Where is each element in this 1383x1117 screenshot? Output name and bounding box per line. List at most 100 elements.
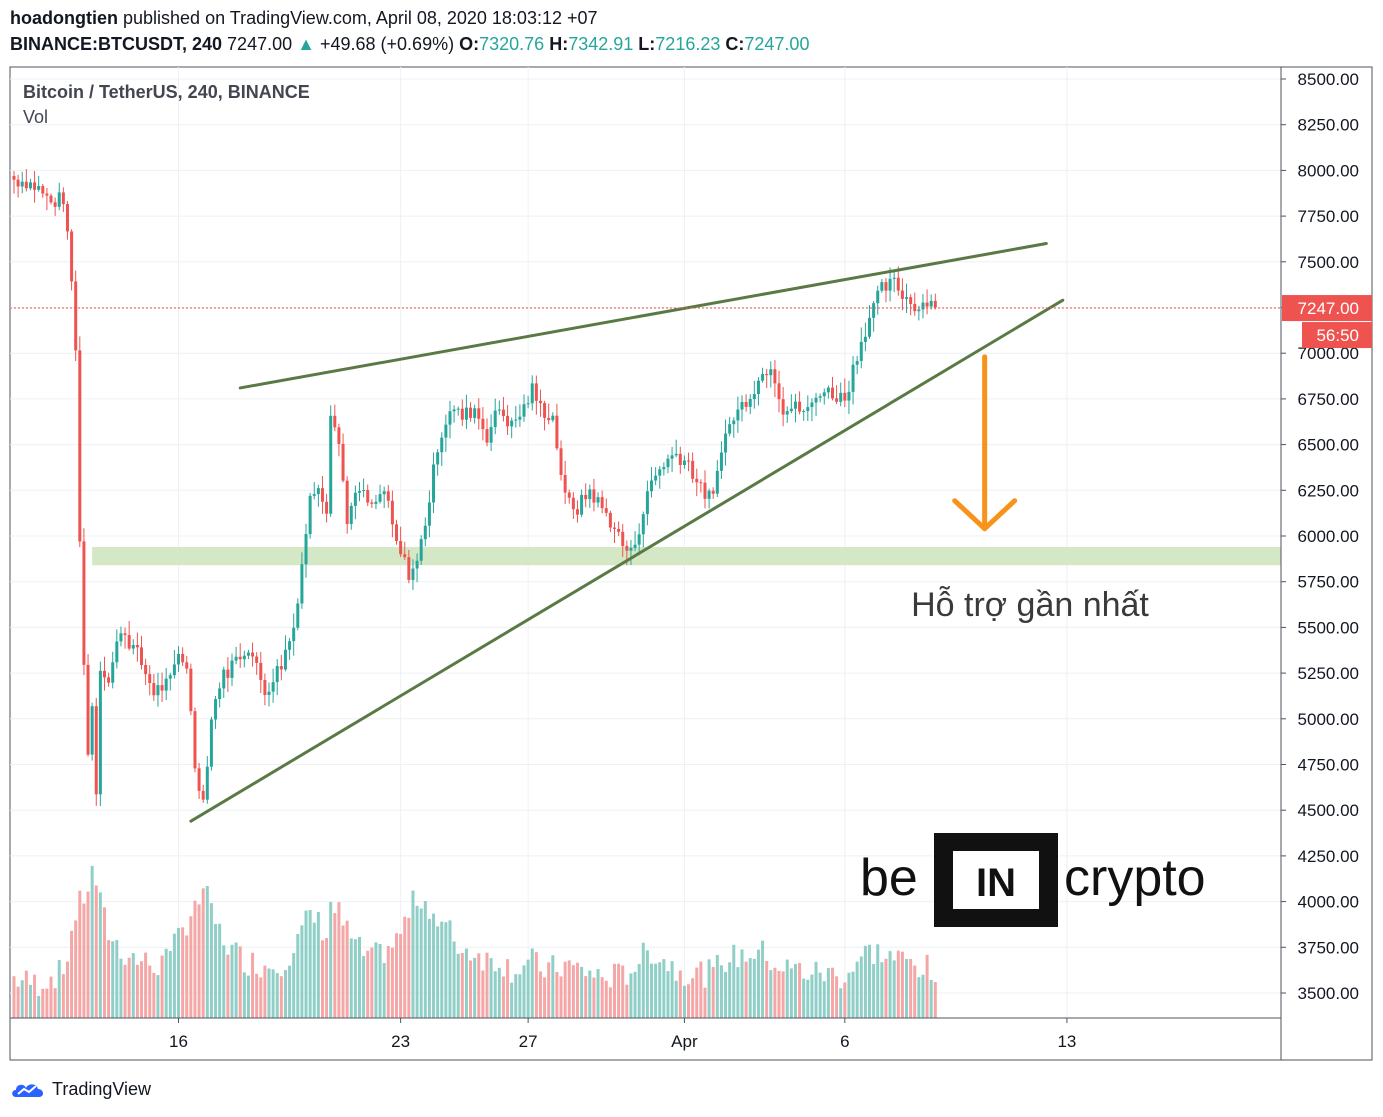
candle-body [288, 641, 292, 650]
candle-body [596, 497, 600, 503]
symbol-label: BINANCE:BTCUSDT, 240 [10, 34, 223, 54]
volume-bar [658, 962, 662, 1018]
candle-body [333, 415, 337, 428]
volume-bar [818, 972, 822, 1018]
volume-bar [563, 961, 567, 1018]
x-tick-label: Apr [671, 1032, 698, 1051]
volume-bar [230, 944, 234, 1018]
volume-bar [82, 903, 86, 1018]
volume-bar [271, 969, 275, 1018]
volume-bar [592, 977, 596, 1018]
candle-body [185, 662, 189, 669]
candle-body [654, 475, 658, 481]
candle-body [267, 691, 271, 696]
candle-body [707, 490, 711, 499]
candle-body [547, 417, 551, 421]
volume-bar [296, 933, 300, 1018]
volume-bar [687, 984, 691, 1018]
volume-bar [567, 960, 571, 1018]
candle-body [452, 409, 456, 412]
candle-body [234, 656, 238, 661]
beincrypto-logo: be IN crypto [860, 833, 1206, 927]
close-label: C: [725, 34, 745, 54]
legend-title: Bitcoin / TetherUS, 240, BINANCE [23, 82, 310, 102]
volume-bar [119, 958, 123, 1018]
high-label: H: [549, 34, 569, 54]
candle-body [868, 317, 872, 337]
volume-bar [148, 965, 152, 1018]
candle-body [349, 505, 353, 524]
candle-body [810, 402, 814, 408]
volume-bar [193, 900, 197, 1018]
candlesticks[interactable] [12, 169, 937, 807]
candle-body [872, 303, 876, 318]
volume-bar [283, 970, 287, 1018]
volume-bar [111, 941, 115, 1018]
candle-body [559, 448, 563, 475]
volume-bar [94, 885, 98, 1018]
candle-body [111, 662, 115, 683]
candle-body [633, 544, 637, 548]
candle-body [538, 400, 542, 404]
volume-bar [522, 965, 526, 1018]
volume-bar [267, 968, 271, 1018]
volume-bar [308, 909, 312, 1018]
volume-bar [242, 972, 246, 1018]
volume-bar [900, 951, 904, 1018]
candle-body [629, 547, 633, 551]
y-tick-label: 4500.00 [1298, 801, 1359, 820]
candle-body [637, 534, 641, 545]
volume-bar [691, 978, 695, 1018]
volume-bar [802, 978, 806, 1018]
y-tick-label: 6000.00 [1298, 527, 1359, 546]
candle-body [45, 193, 49, 196]
candle-body [802, 411, 806, 413]
volume-bar [843, 982, 847, 1018]
candle-body [78, 350, 82, 542]
volume-bar [218, 923, 222, 1018]
volume-bar [785, 959, 789, 1018]
candle-body [70, 231, 74, 282]
time-axis[interactable]: 16 23 27 Apr 6 13 [169, 1018, 1076, 1051]
candle-body [814, 397, 818, 403]
volume-bar [353, 939, 357, 1018]
y-tick-label: 5250.00 [1298, 664, 1359, 683]
volume-bar [341, 925, 345, 1018]
y-tick-label: 3750.00 [1298, 938, 1359, 957]
volume-bar [78, 890, 82, 1018]
volume-bar [49, 976, 53, 1018]
volume-bar [28, 984, 32, 1018]
volume-bar [526, 959, 530, 1018]
candle-body [876, 290, 880, 304]
author-name[interactable]: hoadongtien [10, 8, 118, 28]
volume-bar [366, 950, 370, 1018]
candle-body [407, 557, 411, 580]
volume-bar [884, 958, 888, 1018]
volume-bar [830, 967, 834, 1018]
volume-bar [456, 953, 460, 1018]
candle-body [798, 401, 802, 412]
price-axis[interactable]: 8500.008250.008000.007750.007500.007250.… [1281, 70, 1359, 1003]
volume-bar [637, 964, 641, 1018]
candle-body [719, 452, 723, 471]
candle-body [131, 644, 135, 649]
candle-body [818, 396, 822, 398]
candle-body [506, 415, 510, 427]
volume-bar [251, 952, 255, 1018]
volume-bar [357, 936, 361, 1018]
volume-bar [320, 940, 324, 1018]
volume-bar [896, 950, 900, 1018]
volume-bar [209, 903, 213, 1018]
candle-body [460, 408, 464, 420]
volume-bar [806, 979, 810, 1018]
volume-bar [464, 948, 468, 1018]
candle-body [300, 564, 304, 604]
tradingview-cloud-icon [12, 1084, 44, 1097]
tradingview-footer[interactable]: TradingView [10, 1076, 151, 1102]
volume-bar [839, 988, 843, 1018]
trendlines[interactable] [189, 242, 1065, 823]
volume-bar [316, 912, 320, 1018]
footer-brand: TradingView [52, 1078, 152, 1099]
candle-body [135, 644, 139, 648]
